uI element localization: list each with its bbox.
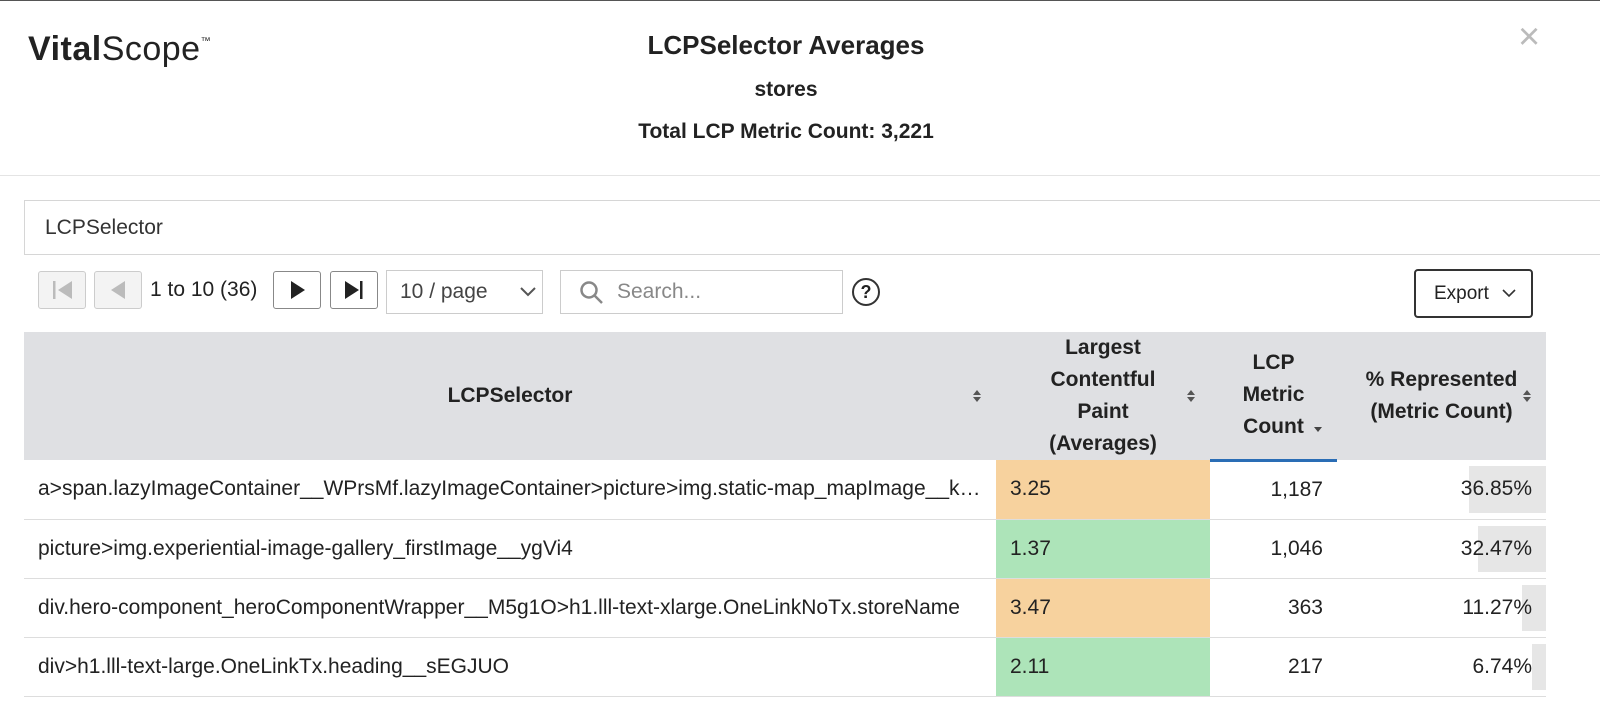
search-icon bbox=[580, 281, 603, 304]
lcp-cell: 3.25 bbox=[996, 460, 1210, 520]
percent-bar bbox=[1531, 643, 1546, 690]
group-panel[interactable]: LCPSelector bbox=[24, 200, 1600, 255]
search-placeholder: Search... bbox=[617, 280, 702, 303]
icon bbox=[53, 281, 72, 299]
percent-cell: 32.47% bbox=[1337, 519, 1546, 579]
selector-cell: div>h1.lll-text-large.OneLinkTx.heading_… bbox=[24, 637, 996, 697]
count-cell: 1,187 bbox=[1210, 460, 1337, 520]
lcp-cell: 2.11 bbox=[996, 637, 1210, 697]
lcp-cell: 1.37 bbox=[996, 519, 1210, 579]
close-button[interactable]: × bbox=[1518, 16, 1541, 58]
separator bbox=[0, 175, 1600, 176]
top-border bbox=[0, 0, 1600, 1]
last-page[interactable] bbox=[330, 271, 378, 309]
percent-bar bbox=[1522, 584, 1546, 631]
column-title: % Represented (Metric Count) bbox=[1365, 368, 1518, 423]
percent-bar bbox=[1478, 525, 1546, 572]
total: Total LCP Metric Count: 3,221 bbox=[638, 120, 934, 143]
percent-label: 36.85% bbox=[1460, 477, 1532, 501]
sort-icon[interactable] bbox=[972, 389, 982, 403]
export-button[interactable]: Export bbox=[1414, 269, 1533, 318]
count-cell: 217 bbox=[1210, 637, 1337, 697]
data-table: LCPSelector Largest Contentful Paint (Ave… bbox=[24, 332, 1546, 697]
subtitle: stores bbox=[754, 78, 818, 101]
lcp-cell: 3.47 bbox=[996, 578, 1210, 638]
column-header[interactable]: LCPSelector bbox=[24, 332, 996, 460]
sort-icon[interactable] bbox=[1522, 389, 1532, 403]
page-range: 1 to 10 (36) bbox=[150, 278, 258, 301]
search-input[interactable]: Search... bbox=[560, 270, 843, 314]
page-size-select[interactable]: 10 / page bbox=[386, 270, 543, 314]
selector-cell: picture>img.experiential-image-gallery_f… bbox=[24, 519, 996, 579]
page-size: 10 / page bbox=[400, 280, 488, 303]
column-header[interactable]: LCP Metric Count bbox=[1210, 332, 1337, 462]
column-header[interactable]: Largest Contentful Paint (Averages) bbox=[996, 332, 1210, 460]
icon bbox=[345, 281, 363, 299]
column-header[interactable]: % Represented (Metric Count) bbox=[1337, 332, 1546, 460]
first-page[interactable] bbox=[38, 271, 86, 309]
selector-cell: div.hero-component_heroComponentWrapper_… bbox=[24, 578, 996, 638]
logo-tm: ™ bbox=[200, 36, 212, 47]
percent-label: 11.27% bbox=[1462, 595, 1532, 619]
selector-cell: a>span.lazyImageContainer__WPrsMf.lazyIm… bbox=[24, 460, 996, 520]
export-label: Export bbox=[1434, 283, 1489, 304]
help-icon[interactable]: ? bbox=[852, 278, 880, 306]
column-title: LCPSelector bbox=[447, 384, 573, 407]
percent-cell: 11.27% bbox=[1337, 578, 1546, 638]
column-title: Largest Contentful Paint (Averages) bbox=[1049, 336, 1157, 455]
percent-cell: 6.74% bbox=[1337, 637, 1546, 697]
percent-bar bbox=[1468, 466, 1546, 513]
table-row: picture>img.experiential-image-gallery_f… bbox=[24, 519, 1546, 579]
logo-bold: Vital bbox=[28, 30, 102, 68]
column-title: LCP Metric Count bbox=[1242, 351, 1305, 439]
table-row: div>h1.lll-text-large.OneLinkTx.heading_… bbox=[24, 637, 1546, 697]
count-cell: 363 bbox=[1210, 578, 1337, 638]
next-page[interactable] bbox=[273, 271, 321, 309]
percent-cell: 36.85% bbox=[1337, 460, 1546, 520]
sort-icon[interactable] bbox=[1186, 389, 1196, 403]
icon bbox=[291, 281, 305, 299]
logo: VitalScope™ bbox=[28, 30, 211, 69]
count-cell: 1,046 bbox=[1210, 519, 1337, 579]
chevron bbox=[1502, 289, 1516, 298]
percent-label: 6.74% bbox=[1472, 654, 1532, 678]
table-row: div.hero-component_heroComponentWrapper_… bbox=[24, 578, 1546, 638]
sort-icon[interactable] bbox=[1313, 422, 1323, 436]
title: LCPSelector Averages bbox=[647, 30, 925, 60]
percent-label: 32.47% bbox=[1460, 536, 1532, 560]
logo-light: Scope bbox=[101, 30, 201, 68]
prev-page[interactable] bbox=[94, 271, 142, 309]
table-row: a>span.lazyImageContainer__WPrsMf.lazyIm… bbox=[24, 460, 1546, 520]
table-body: a>span.lazyImageContainer__WPrsMf.lazyIm… bbox=[24, 460, 1546, 697]
header-row: LCPSelector Largest Contentful Paint (Ave… bbox=[24, 332, 1546, 462]
chevron bbox=[520, 287, 536, 297]
icon bbox=[111, 281, 125, 299]
